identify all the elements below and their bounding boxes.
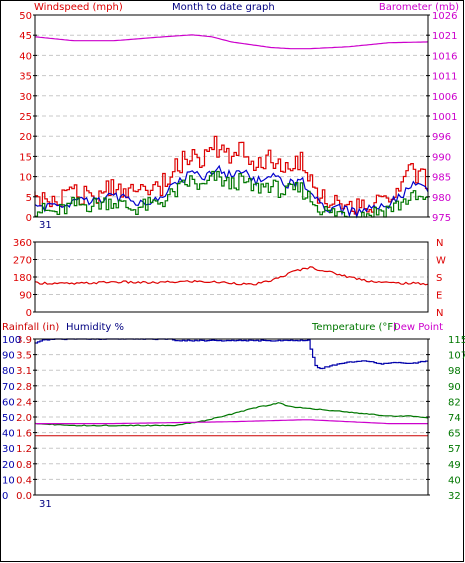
tick-label: 180: [13, 273, 32, 284]
tick-label: 32: [448, 491, 461, 502]
tick-label: 82: [448, 397, 461, 408]
tick-label: 30: [2, 444, 15, 455]
tick-label: 2.4: [16, 397, 32, 408]
rainfall-axis-label: Rainfall (in): [2, 322, 59, 333]
direction-grid: [35, 259, 428, 295]
gust-line: [34, 164, 429, 219]
tick-label: 1.2: [16, 444, 32, 455]
tick-label: 15: [19, 152, 32, 163]
temperature-axis-label: Temperature (°F): [311, 322, 397, 333]
tick-label: 74: [448, 413, 461, 424]
tick-label: 2.8: [16, 382, 32, 393]
direction-letter: N: [436, 238, 443, 249]
tick-label: 1021: [432, 31, 457, 42]
dewpoint-axis-label: Dew Point: [393, 322, 443, 333]
tick-label: 107: [448, 351, 465, 362]
tick-label: 2.0: [16, 413, 32, 424]
tick-label: 40: [19, 51, 32, 62]
humidity-panel-frame: [34, 338, 429, 496]
tick-label: 990: [432, 152, 451, 163]
x-tick-label-31: 31: [39, 220, 52, 231]
direction-letter: S: [436, 273, 442, 284]
avg-wind-line: [34, 170, 428, 218]
tick-label: 975: [432, 213, 451, 224]
tick-label: 90: [19, 291, 32, 302]
tick-label: 1011: [432, 72, 457, 83]
direction-series-group: [34, 266, 429, 286]
tick-label: 40: [2, 429, 15, 440]
tick-label: 50: [2, 413, 15, 424]
windspeed-axis-label: Windspeed (mph): [34, 2, 123, 13]
wind-direction-line: [34, 266, 429, 286]
tick-label: 3.9: [16, 335, 32, 346]
wind-panel-frame: [34, 14, 429, 218]
direction-letter: E: [436, 291, 442, 302]
temperature-line: [34, 402, 429, 427]
barometer-axis-label: Barometer (mb): [379, 2, 459, 13]
tick-label: 360: [13, 238, 32, 249]
tick-label: 50: [19, 11, 32, 22]
humidity-series-group: [34, 338, 429, 437]
tick-label: 70: [2, 382, 15, 393]
tick-label: 20: [19, 132, 32, 143]
tick-label: 1.6: [16, 429, 32, 440]
direction-panel-frame: [34, 241, 429, 313]
tick-label: 10: [19, 173, 32, 184]
tick-label: 90: [2, 351, 15, 362]
tick-label: 60: [2, 397, 15, 408]
wind-series-group: [34, 34, 429, 219]
tick-label: 3.1: [16, 366, 32, 377]
rainfall-ticks: 0.0 0.4 0.8 1.2 1.6 2.0 2.4 2.8 3.1 3.5 3.9: [16, 335, 37, 502]
humidity-grid: [35, 354, 428, 480]
barometer-line: [34, 34, 429, 50]
tick-label: 45: [19, 31, 32, 42]
temperature-ticks: 32 40 49 57 65 74 82 90 98 107 115: [426, 335, 465, 502]
tick-label: 270: [13, 256, 32, 267]
tick-label: 0: [26, 213, 32, 224]
tick-label: 30: [19, 92, 32, 103]
tick-label: 25: [19, 112, 32, 123]
tick-label: 1026: [432, 11, 457, 22]
direction-letter: W: [436, 256, 446, 267]
tick-label: 0: [26, 308, 32, 319]
tick-label: 100: [2, 335, 21, 346]
tick-label: 115: [448, 335, 465, 346]
humidity-ticks: 0 10 20 30 40 50 60 70 80 90 100: [2, 335, 21, 502]
tick-label: 0.4: [16, 475, 32, 486]
tick-label: 57: [448, 444, 461, 455]
tick-label: 0.0: [16, 491, 32, 502]
tick-label: 80: [2, 366, 15, 377]
humidity-axis-label: Humidity %: [66, 322, 124, 333]
tick-label: 10: [2, 475, 15, 486]
tick-label: 1001: [432, 112, 457, 123]
windspeed-line: [34, 135, 428, 215]
tick-label: 980: [432, 193, 451, 204]
tick-label: 35: [19, 72, 32, 83]
chart-title: Month to date graph: [172, 2, 275, 13]
tick-label: 98: [448, 366, 461, 377]
tick-label: 5: [26, 193, 32, 204]
x-tick-label-31-bottom: 31: [39, 499, 52, 510]
tick-label: 90: [448, 382, 461, 393]
tick-label: 996: [432, 132, 451, 143]
tick-label: 0: [2, 491, 8, 502]
tick-label: 1016: [432, 51, 457, 62]
tick-label: 3.5: [16, 351, 32, 362]
tick-label: 40: [448, 475, 461, 486]
tick-label: 985: [432, 173, 451, 184]
tick-label: 0.8: [16, 460, 32, 471]
tick-label: 49: [448, 460, 461, 471]
tick-label: 65: [448, 429, 461, 440]
tick-label: 20: [2, 460, 15, 471]
dewpoint-line: [35, 419, 428, 425]
direction-letter: N: [436, 308, 443, 319]
tick-label: 1006: [432, 92, 457, 103]
